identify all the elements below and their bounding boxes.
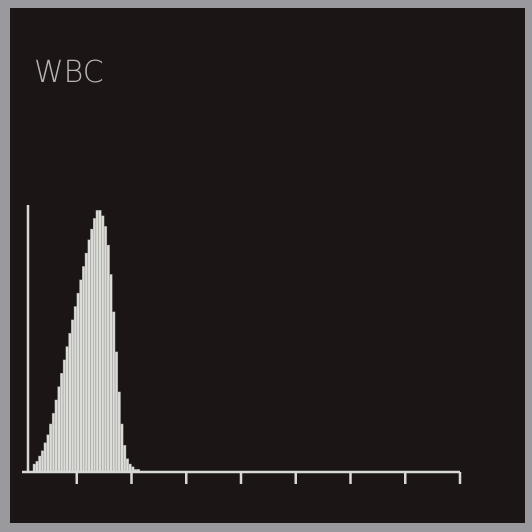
- bar: [96, 210, 99, 472]
- bar: [41, 451, 44, 472]
- bar: [112, 312, 115, 472]
- bar: [55, 400, 58, 472]
- bar: [90, 229, 93, 472]
- bar: [118, 392, 121, 472]
- bar: [47, 435, 50, 472]
- bar: [58, 387, 61, 472]
- bar: [101, 216, 104, 472]
- bar: [88, 240, 91, 472]
- bar: [52, 413, 55, 472]
- bar: [69, 333, 72, 472]
- bar: [126, 459, 129, 472]
- bar: [63, 360, 66, 472]
- chart-title: WBC: [34, 55, 104, 90]
- bar: [79, 280, 82, 472]
- bar: [115, 352, 118, 472]
- bar: [44, 443, 47, 472]
- bar: [82, 266, 85, 472]
- bar: [107, 245, 110, 472]
- bar: [66, 347, 69, 472]
- bar: [74, 306, 77, 472]
- bar: [71, 320, 74, 472]
- bar: [123, 445, 126, 472]
- bar: [99, 210, 102, 472]
- bar: [36, 461, 39, 472]
- chart: WBC: [0, 0, 532, 532]
- bar: [121, 424, 124, 472]
- bar: [85, 253, 88, 472]
- bar: [110, 274, 113, 472]
- bar: [104, 226, 107, 472]
- bar: [38, 456, 41, 472]
- bar: [93, 218, 96, 472]
- bar: [77, 293, 80, 472]
- bar: [49, 424, 52, 472]
- bar: [60, 373, 63, 472]
